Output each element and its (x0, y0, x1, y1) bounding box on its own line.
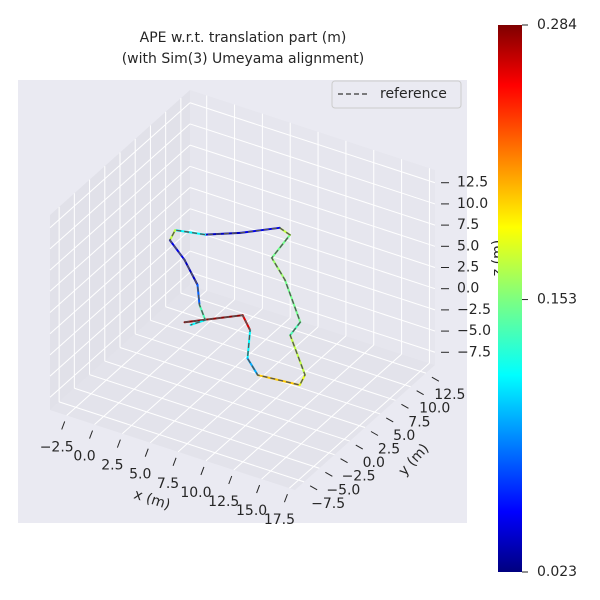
tick-mark (355, 444, 364, 450)
grid-line (180, 292, 427, 374)
z-tick-label: −2.5 (457, 302, 491, 318)
y-tick-label: 12.5 (434, 387, 465, 403)
y-tick-label: −7.5 (311, 496, 345, 512)
y-tick-label: 5.0 (393, 428, 415, 444)
tick-mark (89, 430, 94, 439)
y-tick-label: 2.5 (378, 442, 400, 458)
grid-line (119, 347, 366, 428)
z-tick-label: −7.5 (457, 344, 491, 360)
grid-line (49, 144, 191, 271)
grid-line (189, 187, 436, 268)
tick-mark (61, 421, 66, 430)
grid-line (49, 102, 191, 229)
x-tick-label: 2.5 (101, 458, 123, 474)
grid-line (74, 387, 320, 469)
y-tick-label: −5.0 (326, 482, 360, 498)
z-tick-label: 5.0 (457, 238, 479, 254)
y-tick-label: −2.5 (342, 469, 376, 485)
grid-line (150, 319, 396, 401)
grid-line (49, 187, 191, 313)
grid-line (49, 229, 191, 356)
grid-line (49, 250, 191, 377)
trajectory-segment (168, 239, 186, 261)
grid-line (189, 250, 436, 332)
chart-subtitle: (with Sim(3) Umeyama alignment) (122, 51, 365, 67)
grid-line (49, 165, 191, 292)
y-tick-label: 10.0 (419, 401, 450, 417)
grid-line (58, 401, 305, 483)
legend-box (331, 80, 462, 109)
grid-line (189, 144, 436, 226)
tick-mark (431, 376, 440, 382)
tick-mark (116, 439, 121, 448)
z-tick-label: 12.5 (457, 175, 488, 191)
x-tick-label: 17.5 (264, 512, 295, 528)
tick-mark (401, 403, 409, 409)
grid-line (49, 271, 191, 398)
grid-line (189, 271, 436, 353)
x-tick-label: 10.0 (180, 485, 211, 501)
z-tick-label: −5.0 (457, 323, 491, 339)
y-tick-label: 7.5 (408, 414, 430, 430)
grid-line (189, 208, 436, 290)
grid-line (49, 123, 191, 250)
grid-line (189, 229, 436, 311)
z-tick-label: 2.5 (457, 260, 479, 276)
grid-line (49, 208, 191, 335)
tick-mark (172, 457, 177, 466)
legend: reference (331, 80, 462, 109)
z-tick-label: 10.0 (457, 196, 488, 212)
legend-label: reference (380, 86, 447, 102)
tick-mark (200, 466, 205, 476)
y-tick-label: 0.0 (363, 455, 385, 471)
grid-line (89, 374, 335, 456)
colorbar (498, 25, 522, 572)
tick-mark (370, 431, 379, 436)
tick-mark (309, 485, 318, 491)
z-tick-label: 0.0 (457, 281, 479, 297)
chart-title: APE w.r.t. translation part (m) (140, 30, 347, 46)
trajectory-segment (270, 256, 287, 282)
grid-line (104, 360, 350, 442)
tick-mark (144, 448, 149, 457)
tick-mark (283, 494, 288, 503)
tick-mark (325, 471, 333, 477)
x-tick-label: 12.5 (208, 494, 239, 510)
grid-line (189, 165, 436, 247)
reference-line (169, 227, 306, 386)
tick-mark (228, 475, 233, 485)
colorbar-tick-label: 0.284 (537, 17, 577, 33)
tick-mark (340, 458, 348, 464)
grid-line (189, 102, 436, 184)
grid-line (189, 123, 436, 205)
x-tick-label: 5.0 (129, 467, 151, 483)
x-tick-label: 15.0 (236, 503, 267, 519)
colorbar-tick-label: 0.153 (537, 292, 577, 308)
x-tick-label: 7.5 (157, 476, 179, 492)
x-tick-label: 0.0 (73, 449, 95, 465)
x-tick-label: −2.5 (40, 439, 74, 455)
tick-mark (416, 390, 424, 396)
tick-mark (385, 417, 394, 423)
z-tick-label: 7.5 (457, 217, 479, 233)
colorbar-tick-label: 0.023 (537, 564, 577, 580)
tick-mark (256, 484, 261, 494)
